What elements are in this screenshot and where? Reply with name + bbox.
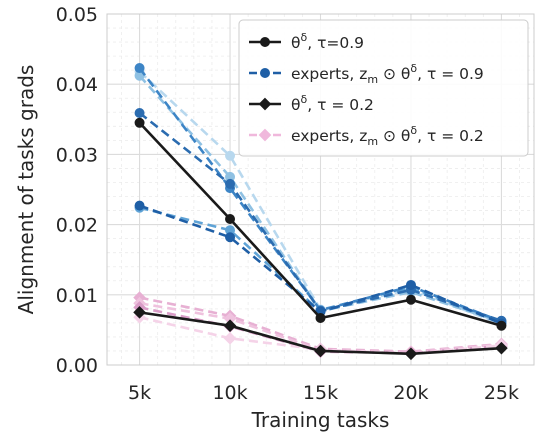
legend-item-1: experts, zm ⊙ θδ, τ = 0.9: [249, 62, 484, 86]
data-point: [223, 332, 237, 345]
legend-item-0: θδ, τ=0.9: [249, 31, 364, 52]
x-axis-label: Training tasks: [251, 408, 390, 432]
data-point: [134, 200, 145, 211]
data-point: [223, 319, 237, 333]
data-point: [134, 63, 145, 74]
y-tick-label: 0.01: [56, 285, 98, 307]
x-tick-label: 5k: [128, 382, 151, 404]
series-theta_tau02-11: [133, 306, 508, 361]
y-tick-label: 0.00: [56, 355, 98, 377]
legend-item-3: experts, zm ⊙ θδ, τ = 0.2: [249, 124, 484, 148]
data-point: [225, 150, 236, 161]
legend-box: [238, 19, 529, 157]
data-point: [404, 347, 418, 361]
legend: θδ, τ=0.9 experts, zm ⊙ θδ, τ = 0.9 θδ, τ …: [238, 19, 529, 157]
data-point: [225, 178, 236, 189]
y-tick-label: 0.05: [56, 4, 98, 26]
data-point: [405, 294, 416, 305]
y-tick-label: 0.02: [56, 215, 98, 237]
legend-item-2: θδ, τ = 0.2: [249, 93, 374, 114]
data-point: [134, 117, 145, 128]
data-point: [225, 232, 236, 243]
y-tick-labels: 0.00 0.01 0.02 0.03 0.04 0.05: [56, 4, 98, 377]
data-point: [134, 107, 145, 118]
y-axis-label: Alignment of tasks grads: [14, 65, 38, 315]
series-layer: [133, 63, 508, 361]
legend-label: experts, zm ⊙ θδ, τ = 0.2: [291, 124, 484, 148]
data-point: [405, 279, 416, 290]
data-point: [133, 306, 146, 319]
data-point: [315, 312, 326, 323]
y-tick-label: 0.03: [56, 144, 98, 166]
legend-label: θδ, τ=0.9: [291, 31, 364, 52]
data-point: [314, 344, 327, 358]
legend-marker: [258, 128, 272, 142]
y-tick-label: 0.04: [56, 74, 98, 96]
legend-label: θδ, τ = 0.2: [291, 93, 374, 114]
x-tick-label: 15k: [303, 382, 338, 404]
x-tick-label: 10k: [212, 382, 247, 404]
plot-frame: [106, 13, 535, 366]
legend-label: experts, zm ⊙ θδ, τ = 0.9: [291, 62, 484, 86]
x-tick-label: 20k: [393, 382, 428, 404]
legend-marker: [259, 68, 270, 79]
x-tick-labels: 5k 10k 15k 20k 25k: [128, 382, 519, 404]
x-tick-label: 25k: [484, 382, 519, 404]
data-point: [225, 213, 236, 224]
series-theta_tau09-10: [134, 117, 507, 331]
legend-marker: [258, 97, 272, 111]
legend-marker: [259, 37, 270, 48]
data-point: [495, 341, 508, 355]
data-point: [496, 320, 507, 331]
